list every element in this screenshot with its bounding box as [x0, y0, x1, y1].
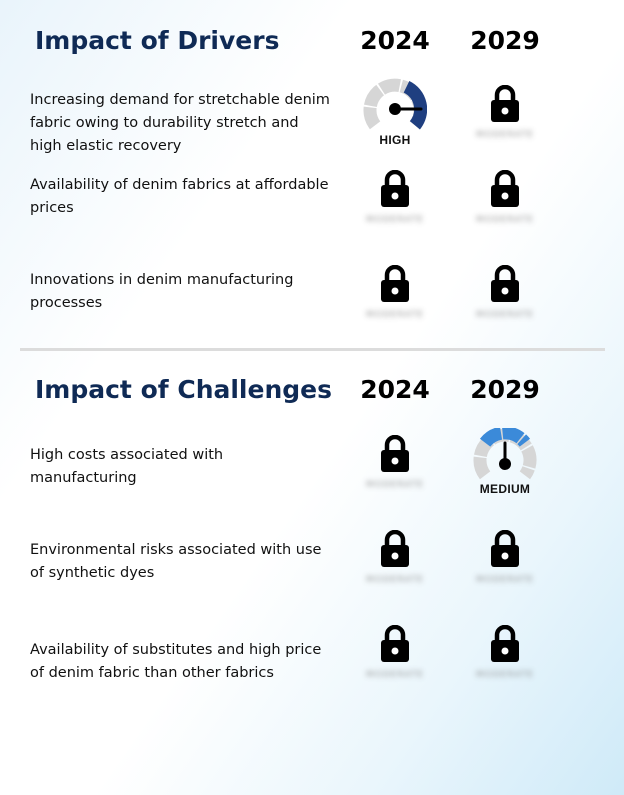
- locked-value-placeholder: MODERATE: [366, 575, 424, 585]
- locked-value-placeholder: MODERATE: [366, 310, 424, 320]
- challenges-title: Impact of Challenges: [35, 375, 332, 404]
- locked-value-placeholder: MODERATE: [476, 130, 534, 140]
- lock-icon: [491, 625, 519, 662]
- gauge-level-high: HIGH: [379, 133, 411, 147]
- lock-icon: [491, 265, 519, 302]
- drivers-title: Impact of Drivers: [35, 26, 280, 55]
- driver-row-3-2029-cell: MODERATE: [460, 265, 550, 321]
- driver-row-1-label: Increasing demand for stretchable denim …: [30, 92, 330, 154]
- drivers-year-2024: 2024: [360, 26, 430, 55]
- driver-row-2-label: Availability of denim fabrics at afforda…: [30, 177, 329, 216]
- challenge-row-1-2024-cell: MODERATE: [350, 435, 440, 491]
- locked-value-placeholder: MODERATE: [366, 215, 424, 225]
- section-divider: [20, 348, 605, 351]
- drivers-year-2029: 2029: [470, 26, 540, 55]
- locked-value-placeholder: MODERATE: [476, 310, 534, 320]
- lock-icon: [491, 85, 519, 122]
- lock-icon: [381, 170, 409, 207]
- driver-row-1-2029-cell: MODERATE: [460, 85, 550, 141]
- challenge-row-2-2029-cell: MODERATE: [460, 530, 550, 586]
- lock-icon: [381, 530, 409, 567]
- challenge-row-3-2029-cell: MODERATE: [460, 625, 550, 681]
- locked-value-placeholder: MODERATE: [366, 480, 424, 490]
- driver-row-1-2024-cell: HIGH: [350, 78, 440, 147]
- driver-row-3-2024-cell: MODERATE: [350, 265, 440, 321]
- gauge-level-medium: MEDIUM: [479, 482, 531, 496]
- lock-icon: [491, 530, 519, 567]
- speedometer-gauge-icon: [363, 78, 427, 130]
- driver-row-3-label: Innovations in denim manufacturing proce…: [30, 272, 294, 311]
- challenge-row-2-2024-cell: MODERATE: [350, 530, 440, 586]
- challenge-row-1-label: High costs associated with manufacturing: [30, 447, 224, 486]
- challenges-year-2024: 2024: [360, 375, 430, 404]
- driver-row-2-2024-cell: MODERATE: [350, 170, 440, 226]
- lock-icon: [381, 625, 409, 662]
- challenge-row-3-label: Availability of substitutes and high pri…: [30, 642, 322, 681]
- driver-row-2-2029-cell: MODERATE: [460, 170, 550, 226]
- challenge-row-3-2024-cell: MODERATE: [350, 625, 440, 681]
- locked-value-placeholder: MODERATE: [476, 215, 534, 225]
- challenges-year-2029: 2029: [470, 375, 540, 404]
- lock-icon: [381, 435, 409, 472]
- locked-value-placeholder: MODERATE: [476, 575, 534, 585]
- locked-value-placeholder: MODERATE: [366, 670, 424, 680]
- lock-icon: [491, 170, 519, 207]
- locked-value-placeholder: MODERATE: [476, 670, 534, 680]
- challenge-row-2-label: Environmental risks associated with use …: [30, 542, 322, 581]
- challenge-row-1-2029-cell: MEDIUM: [460, 428, 550, 496]
- speedometer-gauge-icon: [473, 428, 537, 480]
- lock-icon: [381, 265, 409, 302]
